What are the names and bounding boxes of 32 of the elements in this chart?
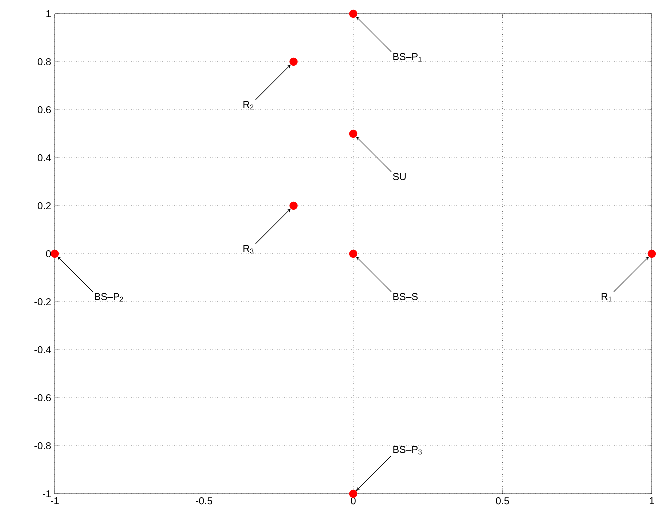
y-tick-label: -0.2 — [34, 298, 51, 306]
point — [648, 250, 656, 258]
x-tick-label: 0.5 — [496, 498, 510, 505]
point — [349, 130, 358, 138]
y-tick-label: 0 — [46, 250, 52, 258]
annotation: R$_{2}$ — [244, 101, 254, 110]
y-tick-label: 0.2 — [38, 202, 51, 210]
annotation: BS–P$_{2}$ — [95, 293, 124, 302]
x-tick-label: 1 — [650, 498, 654, 504]
x-tick-label: -1 — [50, 498, 59, 504]
point — [349, 10, 358, 18]
x-tick-label: -0.5 — [196, 498, 212, 505]
y-tick-label: 0.6 — [38, 106, 52, 114]
annotation: BS–P$_{1}$ — [394, 53, 422, 62]
point — [50, 250, 60, 258]
y-tick-label: -1 — [43, 490, 51, 498]
y-tick-label: 0.4 — [38, 154, 52, 162]
annotation: BS–P$_{3}$ — [394, 446, 422, 455]
annotation: R$_{1}$ — [602, 293, 612, 302]
y-tick-label: -0.8 — [34, 442, 52, 450]
x-tick-label: 0 — [351, 498, 356, 505]
annotation: SU — [393, 173, 406, 180]
point — [290, 58, 298, 66]
y-tick-label: 0.8 — [38, 58, 52, 66]
y-tick-label: -0.4 — [34, 346, 52, 354]
annotation: BS–S — [394, 293, 418, 300]
y-tick-label: 1 — [46, 10, 51, 18]
point — [349, 250, 358, 258]
point — [349, 490, 358, 498]
point — [290, 202, 298, 210]
y-tick-label: -0.6 — [34, 394, 52, 402]
annotation: R$_{3}$ — [244, 245, 254, 254]
